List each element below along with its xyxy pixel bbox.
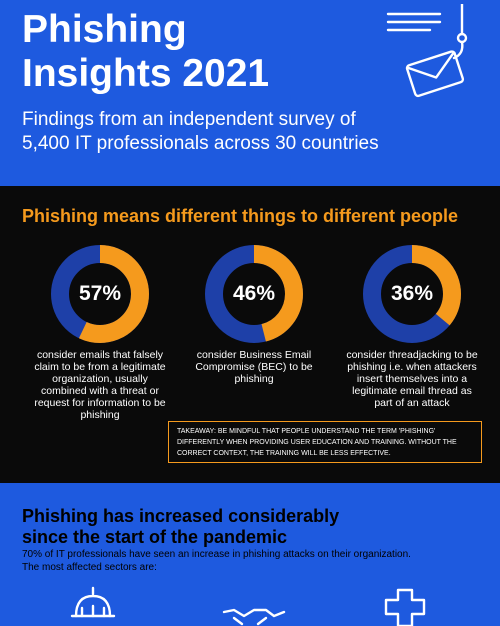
stat-caption: consider Business Email Compromise (BEC)… [195, 349, 313, 385]
page-subtitle: Findings from an independent survey of 5… [22, 108, 462, 156]
donut-arc-57 [51, 245, 149, 343]
pandemic-body-line-2: The most affected sectors are: [22, 562, 157, 573]
pandemic-body-line-1: 70% of IT professionals have seen an inc… [22, 549, 411, 560]
donut-chart-36: 36% [362, 244, 462, 344]
page-title: Phishing Insights 2021 [22, 8, 269, 96]
takeaway-box: Takeaway: Be mindful that people underst… [168, 421, 482, 463]
subtitle-line-1: Findings from an independent survey of [22, 109, 356, 130]
donut-arc-36 [363, 245, 461, 343]
pandemic-body: 70% of IT professionals have seen an inc… [22, 548, 462, 574]
handshake-icon [222, 608, 286, 626]
stat-value: 36% [390, 282, 434, 305]
title-line-2: Insights 2021 [22, 52, 270, 95]
government-building-icon [70, 586, 116, 618]
stat-caption: consider emails that falsely claim to be… [34, 349, 166, 421]
donut-chart-57: 57% [50, 244, 150, 344]
stat-caption: consider threadjacking to be phishing i.… [346, 349, 478, 409]
envelope-on-hook-icon [386, 4, 468, 98]
definitions-title: Phishing means different things to diffe… [22, 206, 459, 226]
medical-cross-icon [384, 588, 426, 626]
stat-value: 46% [232, 282, 276, 305]
pandemic-title: Phishing has increased considerably sinc… [22, 506, 340, 547]
title-line-1: Phishing [22, 8, 187, 51]
donut-arc-46 [205, 245, 303, 343]
pandemic-section [0, 483, 500, 626]
stat-value: 57% [78, 282, 122, 305]
header-section: Phishing Insights 2021 Findings from an … [0, 0, 500, 186]
donut-chart-46: 46% [204, 244, 304, 344]
subtitle-line-2: 5,400 IT professionals across 30 countri… [22, 133, 379, 154]
